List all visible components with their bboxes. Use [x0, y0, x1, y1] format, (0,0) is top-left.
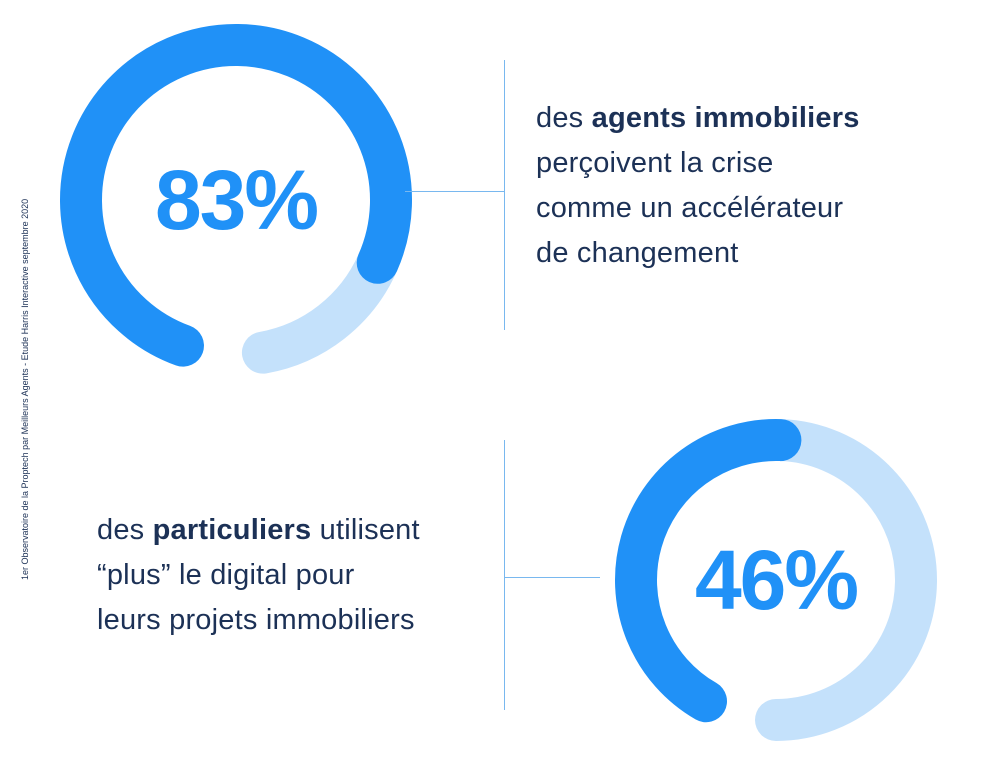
description-text: leurs projets immobiliers — [97, 604, 415, 636]
source-note: 1er Observatoire de la Proptech par Meil… — [20, 198, 30, 580]
donut-value-segment — [60, 24, 412, 367]
description-agents: des agents immobiliers perçoivent la cris… — [536, 96, 860, 276]
description-line: perçoivent la crise — [536, 141, 860, 186]
description-line: de changement — [536, 231, 860, 276]
description-line: comme un accélérateur — [536, 186, 860, 231]
description-line: des agents immobiliers — [536, 96, 860, 141]
description-text: des — [536, 102, 592, 134]
donut-remainder-segment — [755, 419, 937, 741]
description-highlight: particuliers — [152, 514, 312, 546]
donut-value-segment — [615, 419, 802, 723]
description-text: des — [97, 514, 153, 546]
description-text: comme un accélérateur — [536, 192, 844, 224]
description-text: “plus” le digital pour — [97, 559, 355, 591]
connector-line-top — [405, 191, 505, 192]
donut-value-label-particuliers: 46% — [695, 533, 857, 627]
divider-line-bottom — [504, 440, 505, 710]
description-particuliers: des particuliers utilisent “plus” le digi… — [97, 508, 420, 643]
description-text: utilisent — [311, 514, 420, 546]
connector-line-bottom — [504, 577, 600, 578]
description-line: des particuliers utilisent — [97, 508, 420, 553]
description-highlight: agents immobiliers — [591, 102, 860, 134]
donut-value-label-agents: 83% — [155, 153, 317, 247]
divider-line-top — [504, 60, 505, 330]
description-line: “plus” le digital pour — [97, 553, 420, 598]
description-line: leurs projets immobiliers — [97, 598, 420, 643]
description-text: de changement — [536, 237, 739, 269]
description-text: perçoivent la crise — [536, 147, 774, 179]
